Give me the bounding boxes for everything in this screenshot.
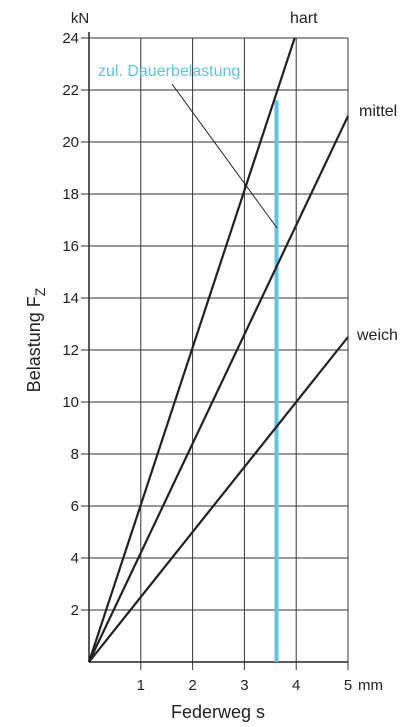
y-unit-label: kN (71, 10, 89, 27)
x-unit-label: mm (358, 677, 383, 694)
x-tick-label: 3 (240, 677, 248, 694)
x-tick-label: 4 (292, 677, 300, 694)
series-layer (87, 37, 349, 663)
y-axis-title-subscript: Z (32, 287, 48, 296)
y-tick-label: 16 (62, 238, 79, 255)
y-axis-title: Belastung FZ (24, 287, 48, 392)
y-tick-label: 22 (62, 82, 79, 99)
y-tick-label: 4 (71, 550, 79, 567)
labels-layer: zul. Dauerbelastung hart mittel weich (98, 10, 398, 344)
y-tick-label: 12 (62, 342, 79, 359)
x-tick-label: 2 (188, 677, 196, 694)
y-tick-label: 2 (71, 602, 79, 619)
x-axis-title: Federweg s (171, 702, 265, 722)
grid (81, 37, 349, 670)
y-tick-label: 14 (62, 290, 79, 307)
annotation-label: zul. Dauerbelastung (98, 63, 240, 80)
x-tick-label: 1 (137, 677, 145, 694)
series-line-weich (88, 336, 349, 663)
y-tick-label: 10 (62, 394, 79, 411)
y-tick-label: 20 (62, 134, 79, 151)
series-label-mittel: mittel (359, 103, 397, 120)
y-tick-label: 8 (71, 446, 79, 463)
series-line-mittel (88, 115, 349, 663)
y-tick-label: 18 (62, 186, 79, 203)
series-line-hart (87, 37, 296, 663)
annotation-leader-line (171, 83, 278, 229)
y-tick-label: 6 (71, 498, 79, 515)
y-axis-title-main: Belastung F (24, 296, 44, 392)
x-tick-label: 5 (344, 677, 352, 694)
y-tick-label: 24 (62, 30, 79, 47)
series-label-hart: hart (290, 10, 318, 27)
series-label-weich: weich (356, 327, 398, 344)
